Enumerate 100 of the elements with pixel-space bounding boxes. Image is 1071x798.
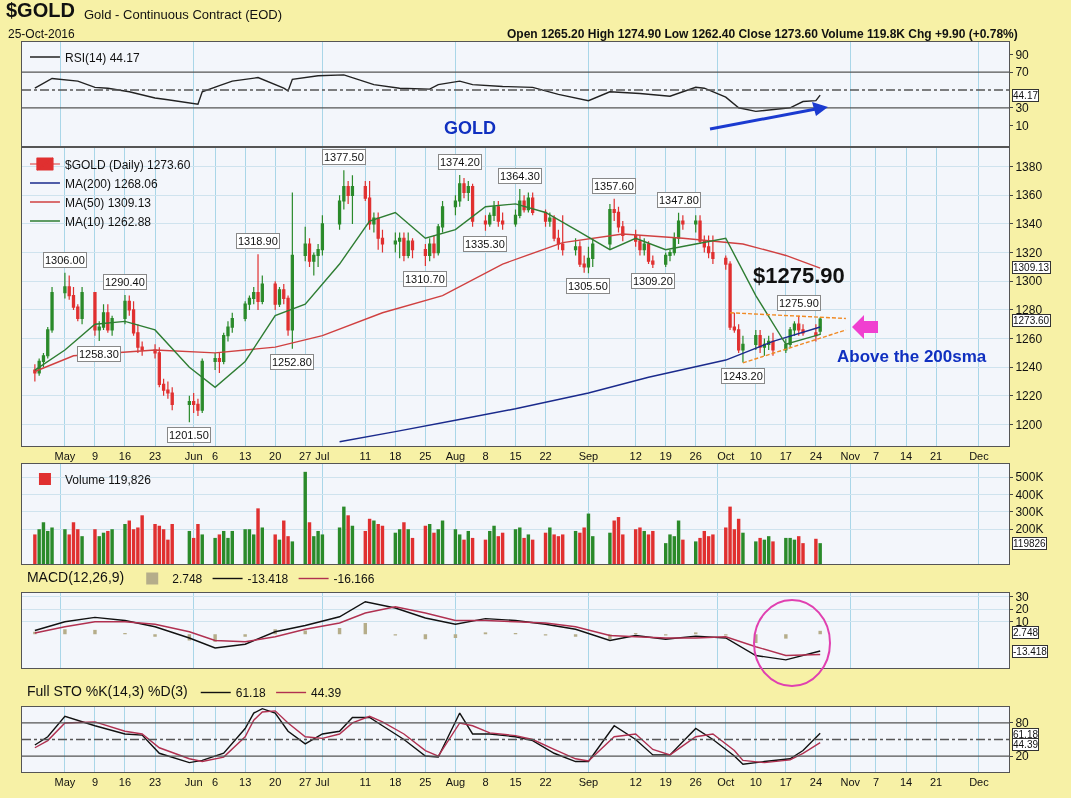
x-tick-label: 22	[539, 450, 552, 463]
candlestick	[256, 253, 260, 311]
candlestick	[346, 180, 350, 205]
x-tick-label: 12	[629, 776, 642, 789]
y-tick-label: 30	[1015, 589, 1030, 604]
x-tick-label: 10	[749, 776, 762, 789]
x-tick-label: 8	[482, 776, 489, 789]
x-tick-label: Jun	[184, 776, 203, 789]
annotation: 1252.80	[272, 356, 312, 368]
candlestick	[393, 231, 397, 254]
x-tick-label: 24	[809, 776, 823, 789]
annotation: 1243.20	[723, 370, 763, 382]
bar	[728, 506, 732, 564]
x-tick-label: 26	[689, 776, 702, 789]
x-tick-label: 17	[779, 776, 792, 789]
bar	[346, 515, 350, 564]
y-tick-label: 1260	[1015, 331, 1043, 346]
y-tick-label: 90	[1015, 47, 1030, 62]
y-tick-label: 500K	[1015, 470, 1044, 485]
bar	[402, 522, 406, 564]
x-tick-label: Nov	[840, 776, 861, 789]
candlestick	[290, 191, 294, 350]
x-tick-label: 15	[509, 776, 522, 789]
x-tick-label: 24	[809, 450, 823, 463]
candlestick	[423, 243, 428, 267]
x-tick-label: May	[54, 776, 76, 789]
candlestick	[758, 329, 762, 354]
candlestick	[711, 234, 715, 265]
candlestick	[110, 315, 114, 337]
candlestick	[522, 194, 526, 214]
legend-label: 61.18	[235, 686, 267, 701]
bar	[256, 508, 260, 564]
bar	[818, 630, 822, 635]
x-tick-label: 6	[212, 776, 219, 789]
candlestick	[307, 237, 312, 268]
y-tick-label: 200K	[1015, 522, 1044, 537]
x-tick-label: 17	[779, 450, 792, 463]
candlestick	[80, 286, 84, 325]
bar	[140, 515, 144, 564]
x-tick-label: 11	[359, 776, 372, 789]
bar	[453, 634, 458, 638]
bar	[788, 537, 792, 564]
candlestick	[123, 294, 127, 325]
x-tick-label: 15	[509, 450, 522, 463]
candlestick	[676, 212, 681, 245]
text: 44.17	[1013, 90, 1039, 101]
candlestick	[814, 323, 818, 343]
bar	[771, 541, 775, 564]
bar	[170, 524, 174, 564]
candlestick	[63, 272, 67, 300]
candlestick	[561, 214, 565, 257]
annotation: 1310.70	[405, 273, 445, 285]
candlestick	[818, 316, 822, 336]
text: 2.748	[1013, 627, 1039, 638]
x-tick-label: 27	[299, 450, 312, 463]
x-tick-label: Jun	[184, 450, 203, 463]
text: 1309.13	[1013, 262, 1050, 273]
candlestick	[428, 237, 432, 262]
y-tick-label: 1220	[1015, 389, 1043, 404]
text: 25-Oct-2016	[8, 27, 76, 41]
candlestick	[573, 237, 578, 257]
legend-title: MACD(12,26,9)	[26, 569, 125, 586]
annotation: 1306.00	[45, 254, 85, 266]
y-tick-label: 300K	[1015, 505, 1044, 520]
bar	[608, 532, 612, 564]
bar	[754, 541, 758, 564]
candlestick	[483, 214, 488, 232]
annotation: GOLD	[444, 118, 496, 138]
annotation: 1201.50	[169, 429, 209, 441]
x-tick-label: 7	[872, 776, 880, 789]
x-tick-label: Sep	[578, 450, 599, 463]
candlestick	[470, 183, 475, 228]
bar	[123, 524, 127, 564]
x-tick-label: Sep	[578, 776, 599, 789]
candlestick	[213, 352, 217, 371]
candlestick	[260, 274, 264, 305]
x-tick-label: 7	[872, 450, 880, 463]
x-tick-label: 9	[91, 776, 99, 789]
x-tick-label: 13	[239, 776, 252, 789]
legend-label: 44.39	[311, 686, 342, 701]
text: -13.418	[1013, 646, 1048, 657]
y-tick-label: 30	[1015, 100, 1030, 115]
bar	[33, 534, 37, 564]
chart-title: $GOLD	[6, 0, 75, 21]
y-tick-label: 1360	[1015, 188, 1043, 203]
annotation: 1290.40	[105, 276, 145, 288]
candlestick	[187, 395, 192, 423]
y-tick-label: 80	[1015, 716, 1030, 731]
x-tick-label: 21	[929, 776, 943, 789]
x-tick-label: 21	[929, 450, 943, 463]
legend-label: -16.166	[333, 572, 375, 587]
x-tick-label: 18	[389, 450, 402, 463]
y-tick-label: 1320	[1015, 245, 1043, 260]
x-tick-label: Oct	[717, 450, 735, 463]
bar	[432, 532, 436, 564]
candlestick	[797, 315, 801, 337]
y-tick-label: 1380	[1015, 159, 1043, 174]
x-tick-label: 19	[659, 776, 672, 789]
x-tick-label: 20	[269, 776, 282, 789]
bar	[522, 537, 526, 564]
